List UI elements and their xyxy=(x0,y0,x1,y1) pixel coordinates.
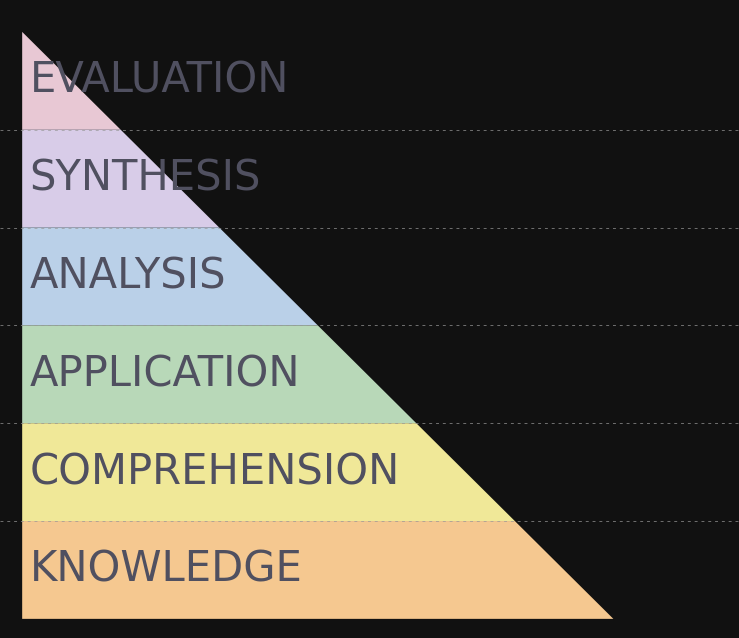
Polygon shape xyxy=(22,521,613,619)
Polygon shape xyxy=(22,130,219,228)
Text: EVALUATION: EVALUATION xyxy=(30,60,289,102)
Text: COMPREHENSION: COMPREHENSION xyxy=(30,451,400,493)
Polygon shape xyxy=(22,325,416,423)
Polygon shape xyxy=(22,228,318,325)
Polygon shape xyxy=(22,423,515,521)
Text: SYNTHESIS: SYNTHESIS xyxy=(30,158,261,200)
Text: APPLICATION: APPLICATION xyxy=(30,353,300,396)
Polygon shape xyxy=(22,32,120,130)
Text: ANALYSIS: ANALYSIS xyxy=(30,255,226,297)
Text: KNOWLEDGE: KNOWLEDGE xyxy=(30,549,302,591)
